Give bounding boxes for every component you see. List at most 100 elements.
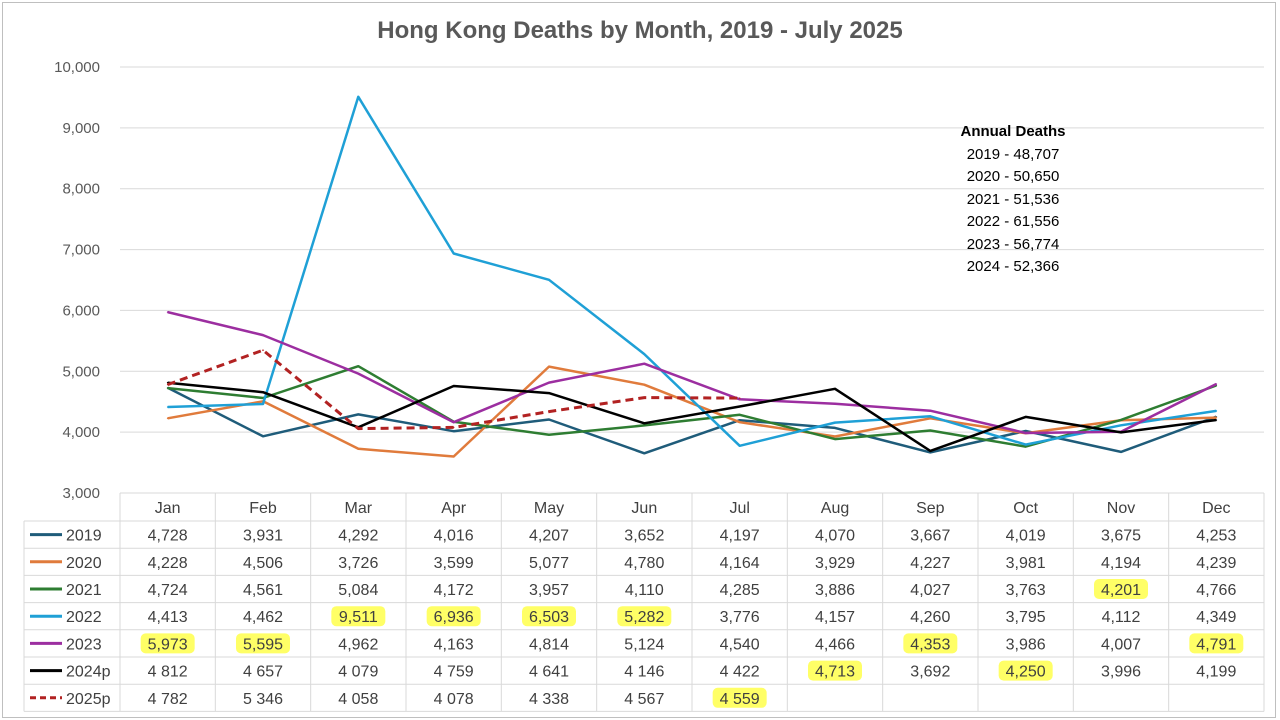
- data-point: [452, 430, 455, 432]
- data-point: [548, 392, 550, 394]
- data-label: 4,227: [910, 555, 950, 572]
- data-label: 4,814: [529, 636, 569, 653]
- data-point: [548, 381, 550, 384]
- data-point: [548, 433, 550, 436]
- y-tick-label: 3,000: [62, 485, 100, 502]
- x-tick-label: Sep: [916, 500, 945, 517]
- annotation-line: 2023 - 56,774: [967, 236, 1060, 253]
- data-point: [643, 353, 646, 355]
- data-point: [1215, 416, 1218, 419]
- data-label: 3,667: [910, 528, 950, 545]
- series-line: [167, 381, 1217, 453]
- data-label: 4,713: [815, 664, 855, 681]
- legend-label: 2025p: [66, 691, 111, 708]
- y-tick-label: 8,000: [62, 181, 100, 198]
- highlight-mark: [1094, 579, 1148, 599]
- data-point: [357, 413, 360, 416]
- data-point: [643, 422, 646, 425]
- annotation-line: 2024 - 52,366: [967, 258, 1060, 275]
- series-line: [167, 386, 1217, 455]
- data-point: [1215, 410, 1218, 412]
- highlight-mark: [903, 633, 958, 654]
- data-point: [738, 397, 741, 399]
- data-label: 3,726: [338, 555, 378, 572]
- data-label: 3,652: [624, 528, 664, 545]
- data-label: 3,776: [720, 609, 760, 626]
- data-point: [738, 413, 741, 416]
- data-point: [929, 417, 932, 420]
- data-label: 4 759: [434, 664, 474, 681]
- data-label: 3,795: [1006, 609, 1046, 626]
- data-point: [357, 427, 360, 430]
- data-label: 4,207: [529, 528, 569, 545]
- data-label: 4 657: [243, 664, 283, 681]
- highlight-mark: [236, 633, 290, 654]
- data-point: [166, 387, 169, 389]
- data-point: [643, 396, 646, 399]
- data-label: 3,886: [815, 582, 855, 599]
- data-point: [357, 448, 360, 450]
- data-point: [834, 427, 836, 429]
- highlight-mark: [712, 687, 767, 708]
- highlight-mark: [140, 633, 195, 654]
- data-label: 5,084: [338, 582, 378, 599]
- y-tick-label: 4,000: [62, 424, 100, 441]
- data-label: 4,780: [624, 555, 664, 572]
- data-point: [738, 421, 741, 423]
- data-point: [262, 349, 264, 352]
- legend-label: 2020: [66, 555, 102, 572]
- data-point: [548, 279, 550, 281]
- data-label: 4 079: [338, 664, 378, 681]
- data-point: [166, 417, 169, 420]
- data-label: 3,675: [1101, 528, 1141, 545]
- data-label: 4,353: [910, 636, 950, 653]
- data-point: [834, 435, 836, 438]
- data-label: 5,124: [624, 636, 664, 653]
- data-point: [357, 95, 360, 98]
- data-label: 4 422: [720, 664, 760, 681]
- data-label: 4 567: [624, 691, 664, 708]
- data-point: [1024, 445, 1027, 448]
- data-point: [1024, 443, 1027, 446]
- data-label: 5 346: [243, 691, 283, 708]
- highlight-mark: [617, 606, 672, 627]
- data-point: [357, 365, 360, 367]
- data-point: [643, 452, 646, 455]
- series-line: [167, 365, 1217, 458]
- data-label: 9,511: [339, 609, 378, 626]
- data-point: [357, 372, 360, 375]
- data-label: 4 338: [529, 691, 569, 708]
- annotation-line: 2019 - 48,707: [967, 146, 1060, 163]
- data-point: [834, 421, 836, 424]
- data-label: 3,957: [529, 582, 569, 599]
- data-label: 4,007: [1101, 636, 1141, 653]
- data-point: [166, 383, 169, 386]
- data-point: [929, 409, 932, 412]
- y-tick-label: 9,000: [62, 120, 100, 137]
- x-tick-label: Feb: [249, 500, 277, 517]
- data-point: [1120, 424, 1122, 427]
- y-tick-label: 7,000: [62, 242, 100, 259]
- data-point: [1215, 383, 1218, 385]
- legend-label: 2019: [66, 528, 102, 545]
- data-label: 4,791: [1196, 636, 1236, 653]
- series-line: [167, 95, 1217, 448]
- data-label: 4,199: [1196, 664, 1236, 681]
- data-point: [1215, 419, 1218, 421]
- data-label: 4,561: [243, 582, 283, 599]
- data-label: 4,019: [1006, 528, 1046, 545]
- data-label: 4,157: [815, 609, 855, 626]
- data-label: 4,285: [720, 582, 760, 599]
- data-label: 4 782: [148, 691, 188, 708]
- data-label: 4,766: [1196, 582, 1236, 599]
- data-point: [262, 435, 264, 438]
- data-point: [1024, 430, 1027, 432]
- annotation-line: 2020 - 50,650: [967, 168, 1060, 185]
- data-label: 6,503: [529, 609, 569, 626]
- data-label: 4 058: [338, 691, 378, 708]
- data-point: [1024, 416, 1027, 418]
- annual-deaths-annotation: Annual Deaths 2019 - 48,707 2020 - 50,65…: [960, 123, 1065, 275]
- data-point: [1120, 431, 1122, 434]
- legend-label: 2022: [66, 609, 102, 626]
- data-point: [643, 424, 646, 427]
